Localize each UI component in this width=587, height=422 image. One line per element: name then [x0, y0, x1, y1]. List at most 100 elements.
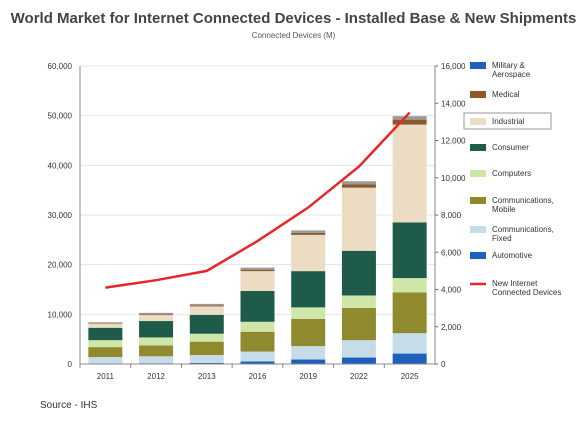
legend-label: Consumer [492, 143, 529, 152]
bar-segment [88, 357, 123, 364]
bar-segment [189, 306, 224, 315]
bar-segment [291, 234, 326, 272]
legend-label-line: Fixed [492, 234, 512, 243]
legend-label-line: Communications, [492, 225, 554, 234]
legend-swatch [470, 118, 486, 125]
legend-label-line: New Internet [492, 279, 538, 288]
bar-segment [240, 361, 275, 364]
legend-swatch [470, 170, 486, 177]
bar-segment [240, 267, 275, 270]
source-note: Source - IHS [40, 400, 98, 411]
bar-segment [88, 323, 123, 328]
legend-label: Computers [492, 169, 531, 178]
bar-segment [139, 356, 174, 364]
bar-segment [291, 271, 326, 308]
bar-segment [392, 292, 427, 334]
x-tick-label: 2013 [198, 372, 216, 381]
bar-segment [291, 230, 326, 233]
bar-segment [189, 303, 224, 306]
bar-segment [88, 347, 123, 358]
y-tick-label: 20,000 [48, 261, 73, 270]
legend-label-line: Aerospace [492, 70, 531, 79]
bar-segment [341, 307, 376, 341]
legend-swatch [470, 91, 486, 98]
bar-segment [189, 333, 224, 342]
legend-label-line: Computers [492, 169, 531, 178]
bar-segment [88, 340, 123, 348]
legend-label-line: Mobile [492, 205, 516, 214]
bar-segment [139, 337, 174, 346]
legend-label: Communications, Mobile [492, 196, 554, 214]
axes-layer: 0 10,000 20,000 30,000 40,000 50,000 60,000 0 2,… [48, 62, 466, 381]
bar-segment [139, 315, 174, 322]
legend-swatch [470, 226, 486, 233]
bar-segment [341, 295, 376, 308]
legend-label-line: Military & [492, 61, 526, 70]
bar-segment [291, 232, 326, 235]
bar-segment [139, 312, 174, 315]
bar-segment [88, 322, 123, 324]
legend-swatch [470, 144, 486, 151]
y-tick-label: 60,000 [48, 62, 73, 71]
legend-label: Automotive [492, 251, 533, 260]
bar-segment [291, 307, 326, 319]
bar-segment [189, 314, 224, 334]
bar-segment [189, 355, 224, 364]
y2-tick-label: 6,000 [441, 248, 462, 257]
bar-segment [139, 314, 174, 316]
bar-segment [392, 222, 427, 279]
y2-tick-label: 14,000 [441, 99, 466, 108]
bar-segment [189, 341, 224, 356]
y-tick-label: 40,000 [48, 161, 73, 170]
bar-segment [139, 321, 174, 338]
legend-highlight-box [463, 112, 552, 130]
bar-segment [392, 353, 427, 364]
y-tick-label: 50,000 [48, 112, 73, 121]
bar-segment [341, 181, 376, 185]
y-tick-label: 0 [68, 360, 73, 369]
legend-swatch [470, 62, 486, 69]
y2-tick-label: 16,000 [441, 62, 466, 71]
legend-label-line: Connected Devices [492, 288, 561, 297]
y2-tick-label: 8,000 [441, 211, 462, 220]
legend-label: Communications, Fixed [492, 225, 554, 243]
legend-label-line: Consumer [492, 143, 529, 152]
legend-label-line: Industrial [492, 117, 525, 126]
y-tick-label: 10,000 [48, 310, 73, 319]
bar-segment [240, 321, 275, 332]
bar-segment [392, 119, 427, 125]
legend-swatch [470, 197, 486, 204]
x-tick-label: 2025 [401, 372, 419, 381]
x-tick-label: 2012 [147, 372, 165, 381]
y2-tick-label: 10,000 [441, 174, 466, 183]
bar-segment [341, 184, 376, 188]
bar-segment [392, 333, 427, 354]
legend: Military & Aerospace Medical Industrial Cons… [463, 61, 561, 297]
bar-segment [88, 327, 123, 341]
bar-segment [240, 331, 275, 352]
legend-label: Medical [492, 90, 520, 99]
bar-segment [291, 346, 326, 360]
bar-segment [341, 357, 376, 364]
bar-segment [341, 187, 376, 251]
bar-segment [341, 340, 376, 358]
bar-segment [392, 278, 427, 293]
legend-label-line: Automotive [492, 251, 533, 260]
bar-segment [240, 290, 275, 322]
bar-segment [341, 250, 376, 296]
bar-segment [189, 305, 224, 307]
line-new-devices [105, 111, 411, 289]
y2-tick-label: 2,000 [441, 323, 462, 332]
bar-segment [392, 116, 427, 120]
bar-segment [240, 351, 275, 362]
bar-segment [240, 269, 275, 272]
bar-segment [139, 345, 174, 357]
y2-tick-label: 12,000 [441, 137, 466, 146]
legend-label: Military & Aerospace [492, 61, 531, 79]
bar-segment [291, 359, 326, 364]
chart-subtitle: Connected Devices (M) [251, 31, 336, 40]
chart-title: World Market for Internet Connected Devi… [10, 10, 577, 27]
bar-segment [240, 271, 275, 291]
y-tick-label: 30,000 [48, 211, 73, 220]
